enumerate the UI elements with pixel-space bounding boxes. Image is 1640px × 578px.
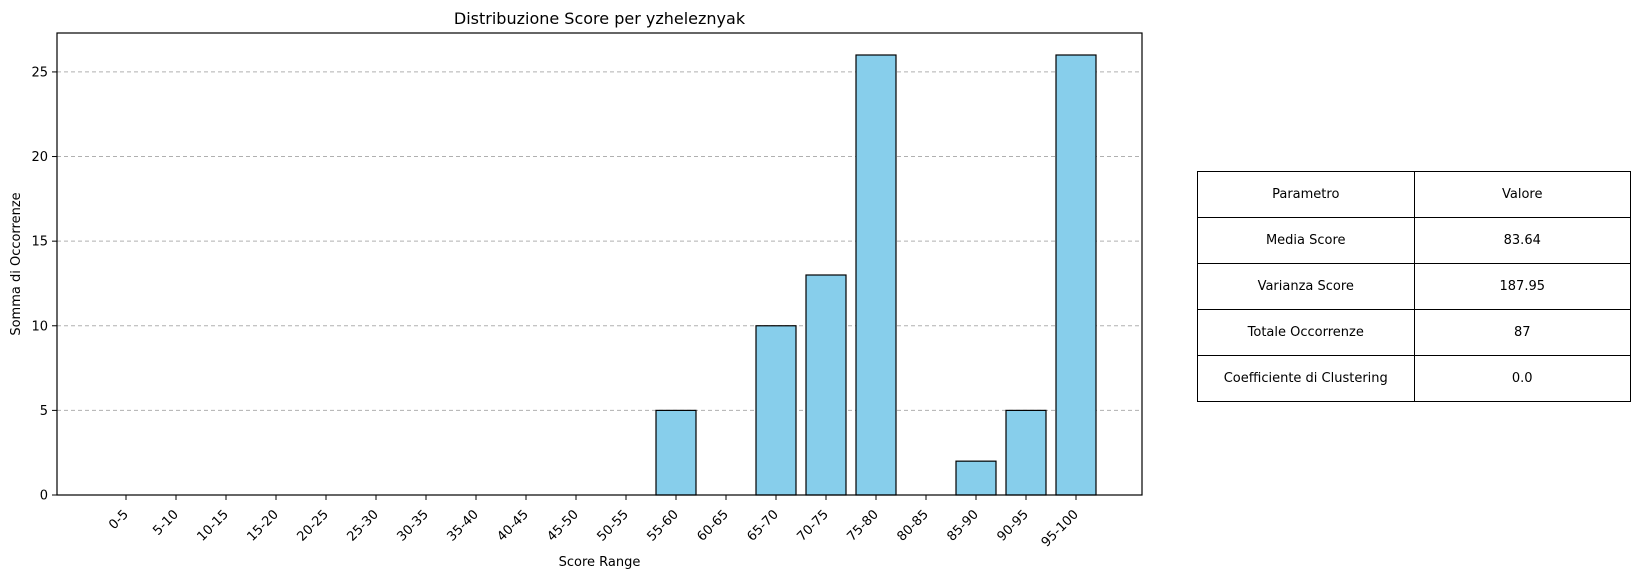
x-tick-label: 90-95 (995, 507, 1032, 544)
x-tick-label: 5-10 (150, 507, 181, 538)
table-cell-parameter: Media Score (1197, 217, 1415, 264)
x-tick-label: 65-70 (745, 507, 782, 544)
x-axis: 0-5 5-10 10-15 15-20 20-25 25-30 30-35 35-40 40-… (106, 495, 1082, 550)
y-tick-label: 0 (40, 489, 48, 504)
bars (655, 54, 1097, 496)
x-tick-label: 40-45 (495, 507, 532, 544)
table-header-cell: Valore (1413, 171, 1631, 218)
bar (955, 460, 997, 496)
bar (855, 54, 897, 496)
y-tick-label: 5 (40, 404, 48, 419)
table-cell-value: 187.95 (1413, 263, 1631, 310)
table-row: Varianza Score 187.95 (1197, 263, 1631, 310)
y-axis: 0 5 10 15 20 25 (31, 65, 57, 504)
table-cell-parameter: Totale Occorrenze (1197, 309, 1415, 356)
x-tick-label: 10-15 (195, 507, 232, 544)
table-cell-value: 0.0 (1413, 355, 1631, 402)
bar (655, 409, 697, 496)
x-tick-label: 35-40 (445, 507, 482, 544)
x-tick-label: 85-90 (945, 507, 982, 544)
y-tick-label: 25 (31, 65, 48, 80)
x-tick-label: 60-65 (695, 507, 732, 544)
y-axis-label: Somma di Occorrenze (9, 192, 24, 335)
gridlines (57, 71, 1142, 411)
table-cell-parameter: Coefficiente di Clustering (1197, 355, 1415, 402)
table-row: Totale Occorrenze 87 (1197, 309, 1631, 356)
table-row: Coefficiente di Clustering 0.0 (1197, 355, 1631, 402)
y-tick-label: 20 (31, 150, 48, 165)
x-tick-label: 20-25 (295, 507, 332, 544)
x-tick-label: 15-20 (245, 507, 282, 544)
x-tick-label: 55-60 (645, 507, 682, 544)
table-header-cell: Parametro (1197, 171, 1415, 218)
plot-area-frame (56, 32, 1143, 496)
x-tick-label: 80-85 (895, 507, 932, 544)
x-tick-label: 50-55 (595, 507, 632, 544)
x-tick-label: 95-100 (1039, 507, 1082, 550)
x-tick-label: 30-35 (395, 507, 432, 544)
x-tick-label: 45-50 (545, 507, 582, 544)
y-tick-label: 15 (31, 235, 48, 250)
bar (755, 325, 797, 496)
bar (1055, 54, 1097, 496)
table-cell-parameter: Varianza Score (1197, 263, 1415, 310)
bar (805, 274, 847, 496)
table-header-row: Parametro Valore (1197, 171, 1631, 218)
x-tick-label: 75-80 (845, 507, 882, 544)
bar (1005, 409, 1047, 496)
x-axis-label: Score Range (559, 555, 641, 570)
chart-title: Distribuzione Score per yzheleznyak (454, 9, 746, 28)
table-cell-value: 87 (1413, 309, 1631, 356)
y-tick-label: 10 (31, 319, 48, 334)
x-tick-label: 0-5 (106, 507, 132, 533)
table-row: Media Score 83.64 (1197, 217, 1631, 264)
table-cell-value: 83.64 (1413, 217, 1631, 264)
stats-table: Parametro Valore Media Score 83.64 Varia… (1197, 171, 1631, 402)
x-tick-label: 25-30 (345, 507, 382, 544)
x-tick-label: 70-75 (795, 507, 832, 544)
